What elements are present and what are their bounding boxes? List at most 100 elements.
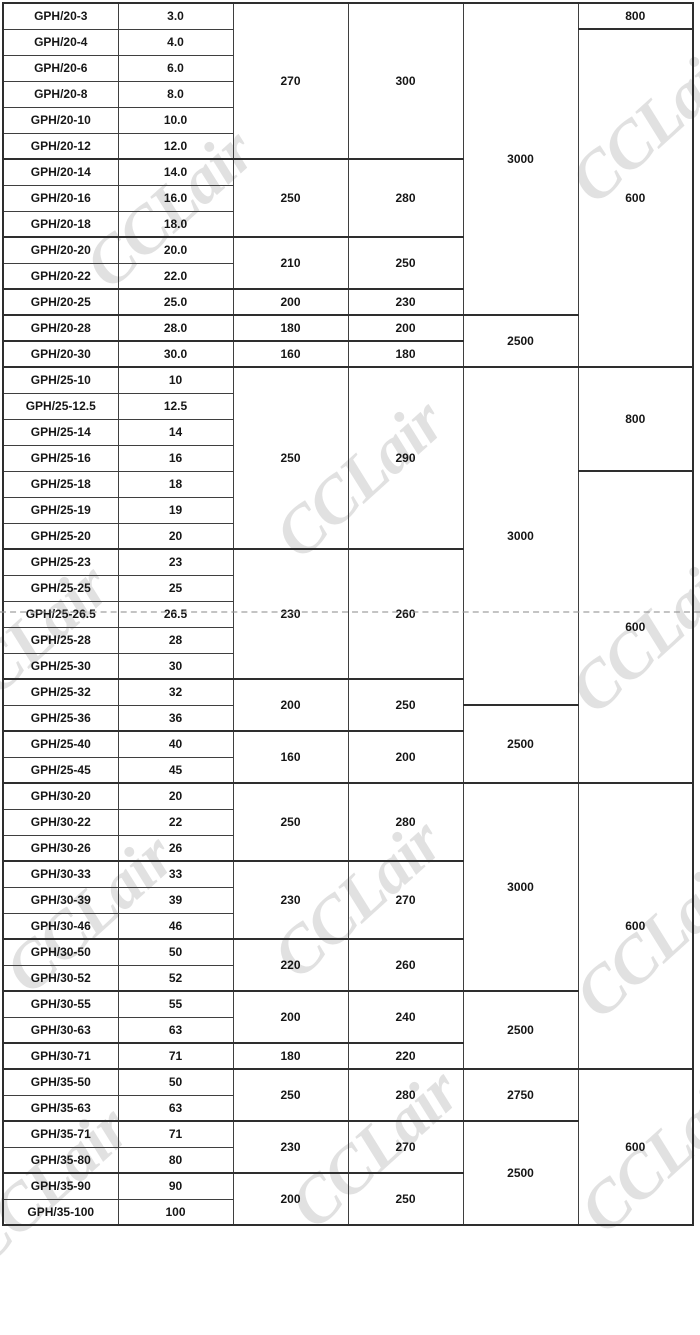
cell-value: 18.0 [117,210,234,238]
cell-dim-a: 210 [232,236,349,290]
cell-speed: 2500 [462,1120,579,1226]
cell-dim-b: 180 [347,340,464,368]
cell-model: GPH/25-26.5 [2,600,119,628]
table-row: GPH/30-22 22 [2,808,693,836]
cell-value: 18 [117,470,234,498]
cell-model: GPH/20-4 [2,28,119,56]
table-row: GPH/30-20 20 250 280 3000 600 [2,782,694,1070]
cell-value: 20 [117,522,234,550]
table-row: GPH/25-32 32 200 250 [2,678,693,732]
cell-model: GPH/35-90 [2,1172,119,1200]
table-row: GPH/20-25 25.0 200 230 [2,288,693,316]
cell-model: GPH/30-55 [2,990,119,1018]
cell-model: GPH/25-12.5 [2,392,119,420]
cell-model: GPH/25-36 [2,704,119,732]
cell-value: 50 [117,938,234,966]
cell-value: 20 [117,782,234,810]
cell-dim-a: 250 [232,158,349,238]
table-row: GPH/30-33 33 230 270 [2,860,693,940]
cell-dim-b: 270 [347,860,464,940]
cell-value: 4.0 [117,28,234,56]
cell-value: 25.0 [117,288,234,316]
cell-dim-b: 240 [347,990,464,1044]
cell-value: 90 [117,1172,234,1200]
table-row: GPH/20-16 16.0 [2,184,693,212]
cell-model: GPH/30-26 [2,834,119,862]
cell-dim-a: 200 [232,678,349,732]
cell-model: GPH/30-20 [2,782,119,810]
cell-speed: 3000 [462,366,579,706]
cell-speed: 3000 [462,782,579,992]
cell-model: GPH/20-22 [2,262,119,290]
table-row: GPH/20-22 22.0 [2,262,693,290]
cell-model: GPH/35-50 [2,1068,119,1096]
cell-dim-b: 300 [347,2,464,160]
cell-value: 63 [117,1016,234,1044]
cell-dim-b: 230 [347,288,464,316]
cell-model: GPH/20-14 [2,158,119,186]
cell-dim-a: 270 [232,2,349,160]
scanned-spec-sheet: CCLair CCLair CCLair CCLair CCLair CCLair CCLa… [0,2,700,1279]
cell-model: GPH/30-63 [2,1016,119,1044]
cell-speed: 2500 [462,314,579,368]
cell-value: 20.0 [117,236,234,264]
table-row: GPH/20-4 4.0 600 [2,28,694,368]
cell-rating: 800 [577,2,694,30]
cell-value: 36 [117,704,234,732]
cell-dim-b: 270 [347,1120,464,1174]
cell-model: GPH/25-32 [2,678,119,706]
cell-dim-b: 280 [347,782,464,862]
cell-rating: 600 [577,470,694,784]
cell-dim-b: 200 [347,730,464,784]
cell-model: GPH/20-8 [2,80,119,108]
cell-value: 32 [117,678,234,706]
cell-speed: 2750 [462,1068,579,1122]
cell-value: 26 [117,834,234,862]
cell-value: 39 [117,886,234,914]
cell-dim-b: 280 [347,158,464,238]
cell-model: GPH/20-16 [2,184,119,212]
cell-value: 30 [117,652,234,680]
cell-dim-b: 260 [347,938,464,992]
cell-dim-a: 220 [232,938,349,992]
cell-model: GPH/30-52 [2,964,119,992]
table-row: GPH/35-90 90 200 250 [2,1172,693,1226]
cell-model: GPH/35-63 [2,1094,119,1122]
cell-dim-a: 250 [232,366,349,550]
cell-dim-a: 200 [232,1172,349,1226]
table-row: GPH/20-6 6.0 [2,54,693,82]
cell-dim-a: 230 [232,1120,349,1174]
cell-value: 28 [117,626,234,654]
cell-dim-a: 180 [232,314,349,342]
table-row: GPH/25-25 25 [2,574,693,602]
table-row: GPH/20-8 8.0 [2,80,693,108]
cell-value: 46 [117,912,234,940]
cell-model: GPH/25-14 [2,418,119,446]
cell-model: GPH/35-100 [2,1198,119,1226]
cell-dim-a: 160 [232,730,349,784]
cell-model: GPH/25-16 [2,444,119,472]
table-row: GPH/35-50 50 250 280 2750 600 [2,1068,694,1226]
cell-value: 45 [117,756,234,784]
cell-model: GPH/20-30 [2,340,119,368]
table-row: GPH/25-16 16 [2,444,693,472]
table-row: GPH/25-10 10 250 290 3000 800 [2,366,694,706]
table-row: GPH/25-23 23 230 260 [2,548,693,680]
cell-model: GPH/25-18 [2,470,119,498]
cell-dim-b: 250 [347,1172,464,1226]
cell-model: GPH/30-33 [2,860,119,888]
cell-value: 23 [117,548,234,576]
table-row: GPH/35-71 71 230 270 2500 [2,1120,693,1226]
cell-speed: 2500 [462,990,579,1070]
cell-value: 63 [117,1094,234,1122]
cell-value: 40 [117,730,234,758]
table-row: GPH/30-55 55 200 240 2500 [2,990,693,1070]
cell-model: GPH/25-25 [2,574,119,602]
cell-value: 52 [117,964,234,992]
cell-value: 80 [117,1146,234,1174]
cell-value: 28.0 [117,314,234,342]
table-row: GPH/20-28 28.0 180 200 2500 [2,314,693,368]
cell-value: 16.0 [117,184,234,212]
cell-value: 50 [117,1068,234,1096]
table-row: GPH/20-10 10.0 [2,106,693,134]
